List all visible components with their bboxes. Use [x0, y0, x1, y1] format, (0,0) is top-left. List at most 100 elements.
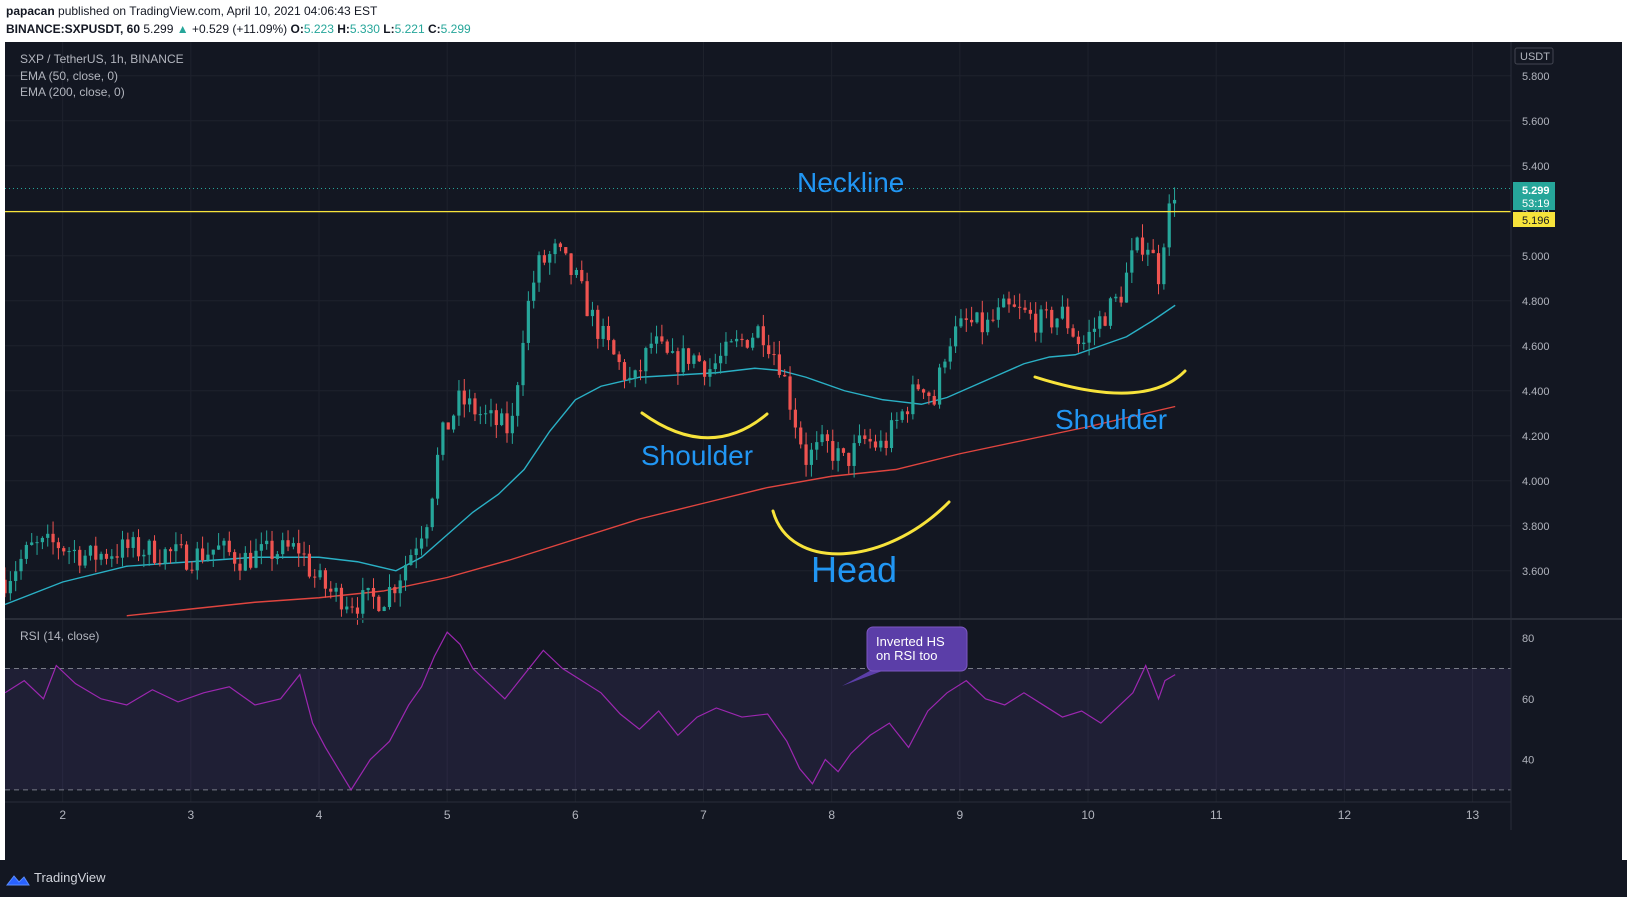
candle-body [526, 300, 530, 343]
symbol-info: BINANCE:SXPUSDT, 60 5.299 ▲ +0.529 (+11.… [6, 22, 471, 36]
candle-body [959, 318, 963, 327]
candle-body [1135, 237, 1139, 251]
up-triangle-icon: ▲ [176, 22, 189, 36]
candle-body [110, 556, 114, 559]
symbol-legend[interactable]: SXP / TetherUS, 1h, BINANCE [20, 52, 184, 66]
candle-body [398, 580, 402, 594]
candle-body [1098, 316, 1102, 329]
candle-body [24, 544, 28, 559]
right-shoulder-curve [1033, 369, 1187, 395]
candle-body [446, 422, 450, 430]
candle-body [462, 390, 466, 405]
candle-body [104, 553, 109, 559]
tradingview-brand[interactable]: TradingView [34, 870, 106, 885]
high-value: 5.330 [349, 22, 380, 36]
ema50-layer [5, 304, 1176, 606]
candle-body [35, 542, 39, 544]
candle-body [307, 553, 312, 577]
rsi-tick-label: 80 [1522, 633, 1534, 645]
candle-body [793, 409, 797, 428]
candle-body [211, 549, 215, 555]
candle-body [1066, 306, 1070, 329]
candle-body [735, 338, 739, 342]
candle-body [350, 606, 354, 608]
candle-body [1156, 253, 1161, 285]
close-label: C: [427, 22, 441, 36]
candle-body [435, 454, 440, 499]
open-label: O: [290, 22, 304, 36]
candle-body [1108, 298, 1113, 326]
candle-body [670, 351, 675, 353]
candle-body [927, 392, 931, 396]
candle-body [713, 363, 717, 370]
candle-body [537, 255, 541, 283]
candle-body [756, 326, 760, 338]
candle-body [323, 570, 328, 589]
low-label: L: [383, 22, 395, 36]
candle-body [190, 569, 194, 571]
ema200-legend[interactable]: EMA (200, close, 0) [20, 85, 125, 99]
candle-body [921, 389, 926, 393]
candle-body [1087, 331, 1091, 343]
candle-body [1140, 237, 1145, 255]
candle-body [425, 527, 429, 539]
countdown-tag-text: 53:19 [1522, 198, 1550, 210]
candle-body [905, 411, 910, 415]
candle-body [719, 355, 723, 364]
candle-body [1055, 318, 1059, 328]
candle-body [884, 440, 888, 449]
candle-body [238, 563, 242, 571]
candle-body [302, 553, 306, 555]
rsi-layer [5, 631, 1176, 792]
candle-body [622, 362, 627, 380]
candle-body [1060, 306, 1065, 319]
time-tick-label: 5 [444, 808, 451, 822]
candle-body [729, 341, 733, 343]
candle-body [820, 434, 824, 443]
candle-body [751, 337, 755, 348]
candle-body [88, 545, 93, 556]
candle-body [233, 552, 237, 564]
candle-body [580, 270, 584, 282]
candle-body [649, 343, 653, 349]
chart-canvas[interactable]: Neckline Shoulder Head Shoulder Inverted… [5, 42, 1622, 860]
tradingview-logo-icon[interactable] [6, 872, 30, 888]
candle-body [1114, 296, 1118, 299]
candle-body [1002, 298, 1006, 308]
author-name[interactable]: papacan [6, 4, 55, 18]
candle-body [1018, 306, 1022, 308]
time-tick-label: 13 [1466, 808, 1480, 822]
candle-body [900, 411, 904, 420]
candle-body [30, 542, 34, 545]
price-tags: 5.299 53:19 5.196 [1513, 182, 1555, 227]
candle-body [457, 390, 461, 416]
candle-body [94, 545, 98, 560]
candle-body [56, 542, 61, 549]
time-tick-label: 6 [572, 808, 579, 822]
chart-area[interactable]: Neckline Shoulder Head Shoulder Inverted… [5, 42, 1622, 860]
time-tick-label: 4 [316, 808, 323, 822]
rsi-tick-label: 40 [1522, 755, 1534, 767]
candle-body [932, 395, 936, 405]
publish-text: published on TradingView.com, April 10, … [58, 4, 378, 18]
candle-body [740, 338, 744, 341]
rsi-line [5, 631, 1176, 792]
rsi-legend[interactable]: RSI (14, close) [20, 629, 100, 643]
low-value: 5.221 [394, 22, 425, 36]
candle-body [628, 377, 632, 380]
candle-body [366, 587, 370, 591]
candle-body [468, 398, 472, 405]
price-tick-label: 4.200 [1522, 431, 1550, 443]
candle-body [441, 422, 445, 455]
candle-body [745, 340, 749, 348]
candle-body [8, 581, 12, 594]
candle-body [564, 247, 568, 254]
ema50-legend[interactable]: EMA (50, close, 0) [20, 69, 119, 83]
candle-body [516, 385, 520, 416]
currency-label: USDT [1520, 51, 1550, 63]
time-tick-label: 9 [957, 808, 964, 822]
candle-body [62, 548, 66, 552]
candle-body [403, 564, 408, 581]
candle-body [451, 415, 456, 430]
candle-body [1092, 328, 1097, 332]
